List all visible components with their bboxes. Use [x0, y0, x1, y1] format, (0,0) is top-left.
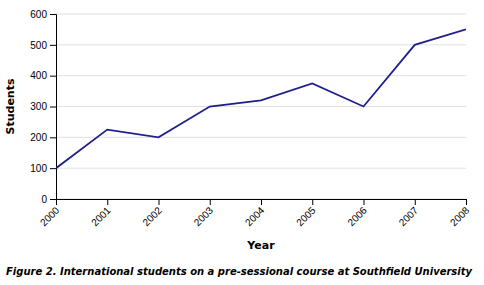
- y-tick-label: 500: [30, 40, 47, 51]
- x-tick: 2005: [294, 199, 318, 228]
- y-tick-mark: [50, 45, 56, 46]
- y-tick-mark: [50, 14, 56, 15]
- grid-line: [56, 75, 466, 76]
- y-tick-mark: [50, 76, 56, 77]
- grid-line: [56, 14, 466, 15]
- y-axis-title: Students: [4, 78, 17, 134]
- x-tick: 2008: [448, 199, 472, 228]
- grid-line: [56, 168, 466, 169]
- x-tick: 2003: [192, 199, 216, 228]
- x-axis: 2000 2001 2002 2003 2004 2005 2006 2007 2008: [38, 199, 472, 228]
- y-tick-mark: [50, 137, 56, 138]
- line: [56, 29, 466, 168]
- caption: Figure 2. International students on a pr…: [6, 266, 473, 277]
- x-tick-label: 2005: [294, 204, 318, 228]
- plot: 2000 2001 2002 2003 2004 2005 2006 2007 2008 0 100…: [30, 9, 471, 228]
- x-tick: 2004: [243, 199, 267, 228]
- y-tick-mark: [50, 107, 56, 108]
- x-tick: 2006: [345, 199, 369, 228]
- y-axis-line: [50, 15, 57, 200]
- x-tick-mark: [261, 199, 262, 205]
- y-axis: 0 100 200 300 400 500 600: [30, 9, 56, 205]
- x-tick-label: 2000: [38, 204, 62, 228]
- x-tick: 2001: [89, 199, 113, 228]
- x-tick-label: 2001: [89, 204, 113, 228]
- y-tick-label: 300: [30, 101, 47, 112]
- y-tick: 600: [30, 9, 56, 20]
- x-axis-title: Year: [246, 239, 275, 252]
- chart: 2000 2001 2002 2003 2004 2005 2006 2007 2008 0 100…: [0, 0, 484, 285]
- x-tick-label: 2003: [192, 204, 216, 228]
- y-tick-mark: [50, 168, 56, 169]
- y-tick: 200: [30, 132, 56, 143]
- y-tick: 400: [30, 70, 56, 81]
- x-tick-mark: [364, 199, 365, 205]
- x-tick-mark: [415, 199, 416, 205]
- y-tick-label: 200: [30, 132, 47, 143]
- x-tick-mark: [466, 199, 467, 205]
- x-tick-label: 2007: [397, 204, 421, 228]
- x-tick-mark: [210, 199, 211, 205]
- grid-line: [56, 106, 466, 107]
- grid-line: [56, 44, 466, 45]
- y-tick-label: 400: [30, 70, 47, 81]
- grid: [56, 14, 466, 199]
- y-tick-label: 0: [41, 194, 47, 205]
- x-tick-mark: [312, 199, 313, 205]
- x-tick-label: 2002: [140, 204, 164, 228]
- marks: [56, 29, 466, 168]
- y-tick: 100: [30, 163, 56, 174]
- y-tick-label: 600: [30, 9, 47, 20]
- x-tick: 2002: [140, 199, 164, 228]
- y-tick: 0: [41, 194, 56, 205]
- y-tick: 300: [30, 101, 56, 112]
- grid-line: [56, 137, 466, 138]
- x-axis-line: [57, 200, 467, 206]
- x-tick-mark: [107, 199, 108, 205]
- y-tick-mark: [50, 199, 56, 200]
- x-tick: 2007: [397, 199, 421, 228]
- y-tick: 500: [30, 40, 56, 51]
- x-tick-label: 2006: [345, 204, 369, 228]
- x-tick-label: 2004: [243, 204, 267, 228]
- x-tick-label: 2008: [448, 204, 472, 228]
- x-tick-mark: [159, 199, 160, 205]
- y-tick-label: 100: [30, 163, 47, 174]
